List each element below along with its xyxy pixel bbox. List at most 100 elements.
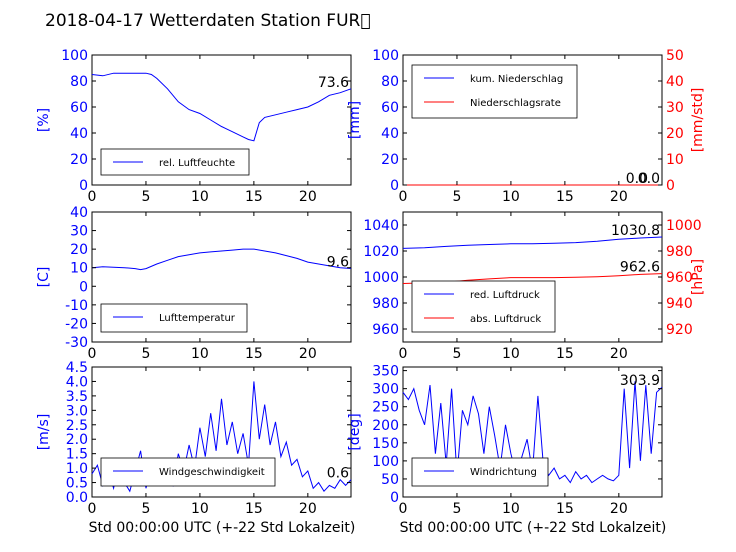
y-tick-label: 80 [70,74,88,90]
y2-tick-label: 40 [666,74,684,90]
subplot-humidity: 0 5 10 15 20 0 20 40 60 80 100 [%] rel. Luftfeuchte 7… [36,48,352,205]
x-tick-label: 10 [191,346,209,362]
y-tick-label: 0 [390,490,399,506]
legend-entry-0: kum. Niederschlag [470,74,563,85]
legend-box [411,457,549,487]
y2-tick-label: 980 [666,244,693,260]
x-tick-label: 10 [191,501,209,517]
x-tick-label: 20 [299,501,317,517]
series-line-0 [402,236,663,249]
y-tick-label: 40 [70,126,88,142]
y-tick-label: 20 [381,152,399,168]
y-tick-label: -20 [65,316,88,332]
y2-tick-label: 940 [666,296,693,312]
x-tick-label: 20 [299,189,317,205]
legend-entry-1: abs. Luftdruck [470,314,541,325]
y2-tick-label: 50 [666,48,684,64]
x-tick-label: 0 [88,189,97,205]
y-tick-label: 100 [372,454,399,470]
x-tick-label: 10 [502,189,520,205]
latest-value-secondary: 962.6 [620,260,660,276]
y-tick-label: 0.0 [66,490,88,506]
y2-tick-label: 920 [666,322,693,338]
y-tick-label: -30 [65,335,88,351]
figure-title: 2018-04-17 Wetterdaten Station FUR  [45,11,371,31]
latest-value: 9.6 [327,254,349,270]
legend-entry-0: Lufttemperatur [159,313,236,324]
y2-axis-label: [hPa] [690,259,706,295]
x-tick-label: 5 [452,501,461,517]
y-axis-label: [deg] [347,413,363,450]
y-axis-label: [m/s] [36,414,52,451]
y-tick-label: 1000 [363,270,399,286]
x-tick-label: 15 [245,501,263,517]
y-tick-label: 300 [372,382,399,398]
y2-tick-label: 0 [666,178,675,194]
legend-box [100,148,250,176]
x-tick-label: 20 [610,189,628,205]
x-axis-label-left: Std 00:00:00 UTC (+-22 Std Lokalzeit) [89,520,356,536]
latest-value: 303.9 [620,373,660,389]
y-axis-label: [mm] [347,101,363,139]
y-tick-label: 30 [70,224,88,240]
y-tick-label: 100 [61,48,88,64]
y-tick-label: 20 [70,242,88,258]
y-axis-label: [%] [36,108,52,132]
subplot-temperature: 0 5 10 15 20 -30 -20 -10 0 10 20 30 40 [C] Lufttempera… [36,205,352,362]
y-tick-label: 980 [372,296,399,312]
y-tick-label: 50 [381,472,399,488]
y-tick-label: 100 [372,48,399,64]
y-tick-label: 200 [372,418,399,434]
legend-entry-0: Windrichtung [470,467,537,478]
latest-value-secondary: 0.0 [626,171,648,187]
y-tick-label: 40 [381,126,399,142]
latest-value: 73.6 [318,75,349,91]
y2-tick-label: 30 [666,100,684,116]
y-tick-label: 3.0 [66,403,88,419]
x-tick-label: 20 [610,501,628,517]
y-tick-label: 4.0 [66,374,88,390]
y-tick-label: 60 [381,100,399,116]
y-tick-label: 0.5 [66,476,88,492]
latest-value: 1030.8 [611,223,660,239]
y2-axis-label: [mm/std] [690,88,706,153]
y-tick-label: 0 [79,279,88,295]
x-tick-label: 10 [191,189,209,205]
subplot-pressure: 0 5 10 15 20 960 980 1000 1020 1040 920 940 960 980 10… [363,211,706,362]
legend-entry-0: red. Luftdruck [470,290,540,301]
x-tick-label: 15 [556,346,574,362]
x-tick-label: 15 [245,346,263,362]
y-tick-label: 60 [70,100,88,116]
y-tick-label: 1.5 [66,447,88,463]
y-tick-label: 250 [372,400,399,416]
y2-tick-label: 1000 [666,218,702,234]
x-tick-label: 20 [610,346,628,362]
y-tick-label: 80 [381,74,399,90]
legend-box [411,64,578,119]
x-tick-label: 10 [502,501,520,517]
y-tick-label: 1.0 [66,461,88,477]
x-tick-label: 5 [141,501,150,517]
y-tick-label: 150 [372,436,399,452]
y-tick-label: 10 [70,261,88,277]
y-tick-label: 20 [70,152,88,168]
y-tick-label: 2.0 [66,432,88,448]
y-tick-label: 1020 [363,244,399,260]
subplot-precipitation: 0 5 10 15 20 0 20 40 60 80 100 0 10 20 30 40 50 [mm] [mm/s… [347,48,706,205]
series-line-0 [91,72,352,142]
y-tick-label: 40 [70,205,88,221]
x-tick-label: 0 [399,501,408,517]
y-tick-label: 0 [390,178,399,194]
y-tick-label: 960 [372,322,399,338]
x-tick-label: 0 [399,189,408,205]
legend-entry-0: rel. Luftfeuchte [159,158,235,169]
x-tick-label: 5 [141,346,150,362]
legend-box [411,280,556,333]
x-tick-label: 0 [88,501,97,517]
y-tick-label: 4.5 [66,360,88,376]
x-tick-label: 5 [141,189,150,205]
y-tick-label: 0 [79,178,88,194]
series-line-0 [91,248,352,271]
x-tick-label: 15 [245,189,263,205]
